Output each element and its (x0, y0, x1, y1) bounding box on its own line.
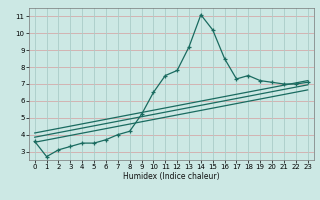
X-axis label: Humidex (Indice chaleur): Humidex (Indice chaleur) (123, 172, 220, 181)
